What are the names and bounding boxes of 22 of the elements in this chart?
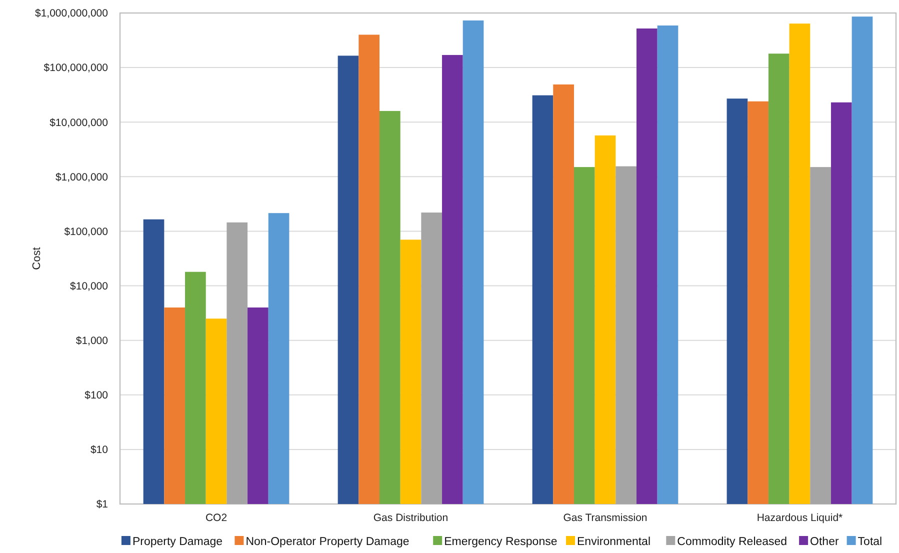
y-tick-label: $10 (90, 444, 108, 456)
y-tick-label: $10,000 (70, 280, 108, 292)
legend-label: Environmental (577, 536, 651, 548)
y-tick-label: $1,000,000,000 (35, 8, 108, 20)
x-tick-label: Gas Distribution (373, 512, 448, 524)
legend-label: Emergency Response (444, 536, 558, 548)
y-tick-label: $1,000 (76, 335, 108, 348)
x-tick-label: Gas Transmission (563, 512, 648, 524)
y-tick-label: $100,000,000 (44, 62, 108, 74)
x-tick-label: CO2 (205, 512, 228, 524)
y-axis-title: Cost (31, 247, 43, 270)
legend-label: Other (810, 536, 839, 548)
y-tick-label: $10,000,000 (50, 116, 108, 129)
y-tick-label: $1,000,000 (55, 171, 108, 184)
y-tick-label: $1 (96, 498, 108, 511)
y-tick-label: $100,000 (64, 226, 108, 238)
legend-label: Non-Operator Property Damage (246, 536, 410, 548)
legend-label: Commodity Released (677, 536, 788, 548)
legend-label: Property Damage (132, 536, 223, 548)
y-tick-label: $100 (84, 390, 108, 402)
legend-label: Total (858, 536, 882, 548)
x-tick-label: Hazardous Liquid* (756, 512, 843, 524)
